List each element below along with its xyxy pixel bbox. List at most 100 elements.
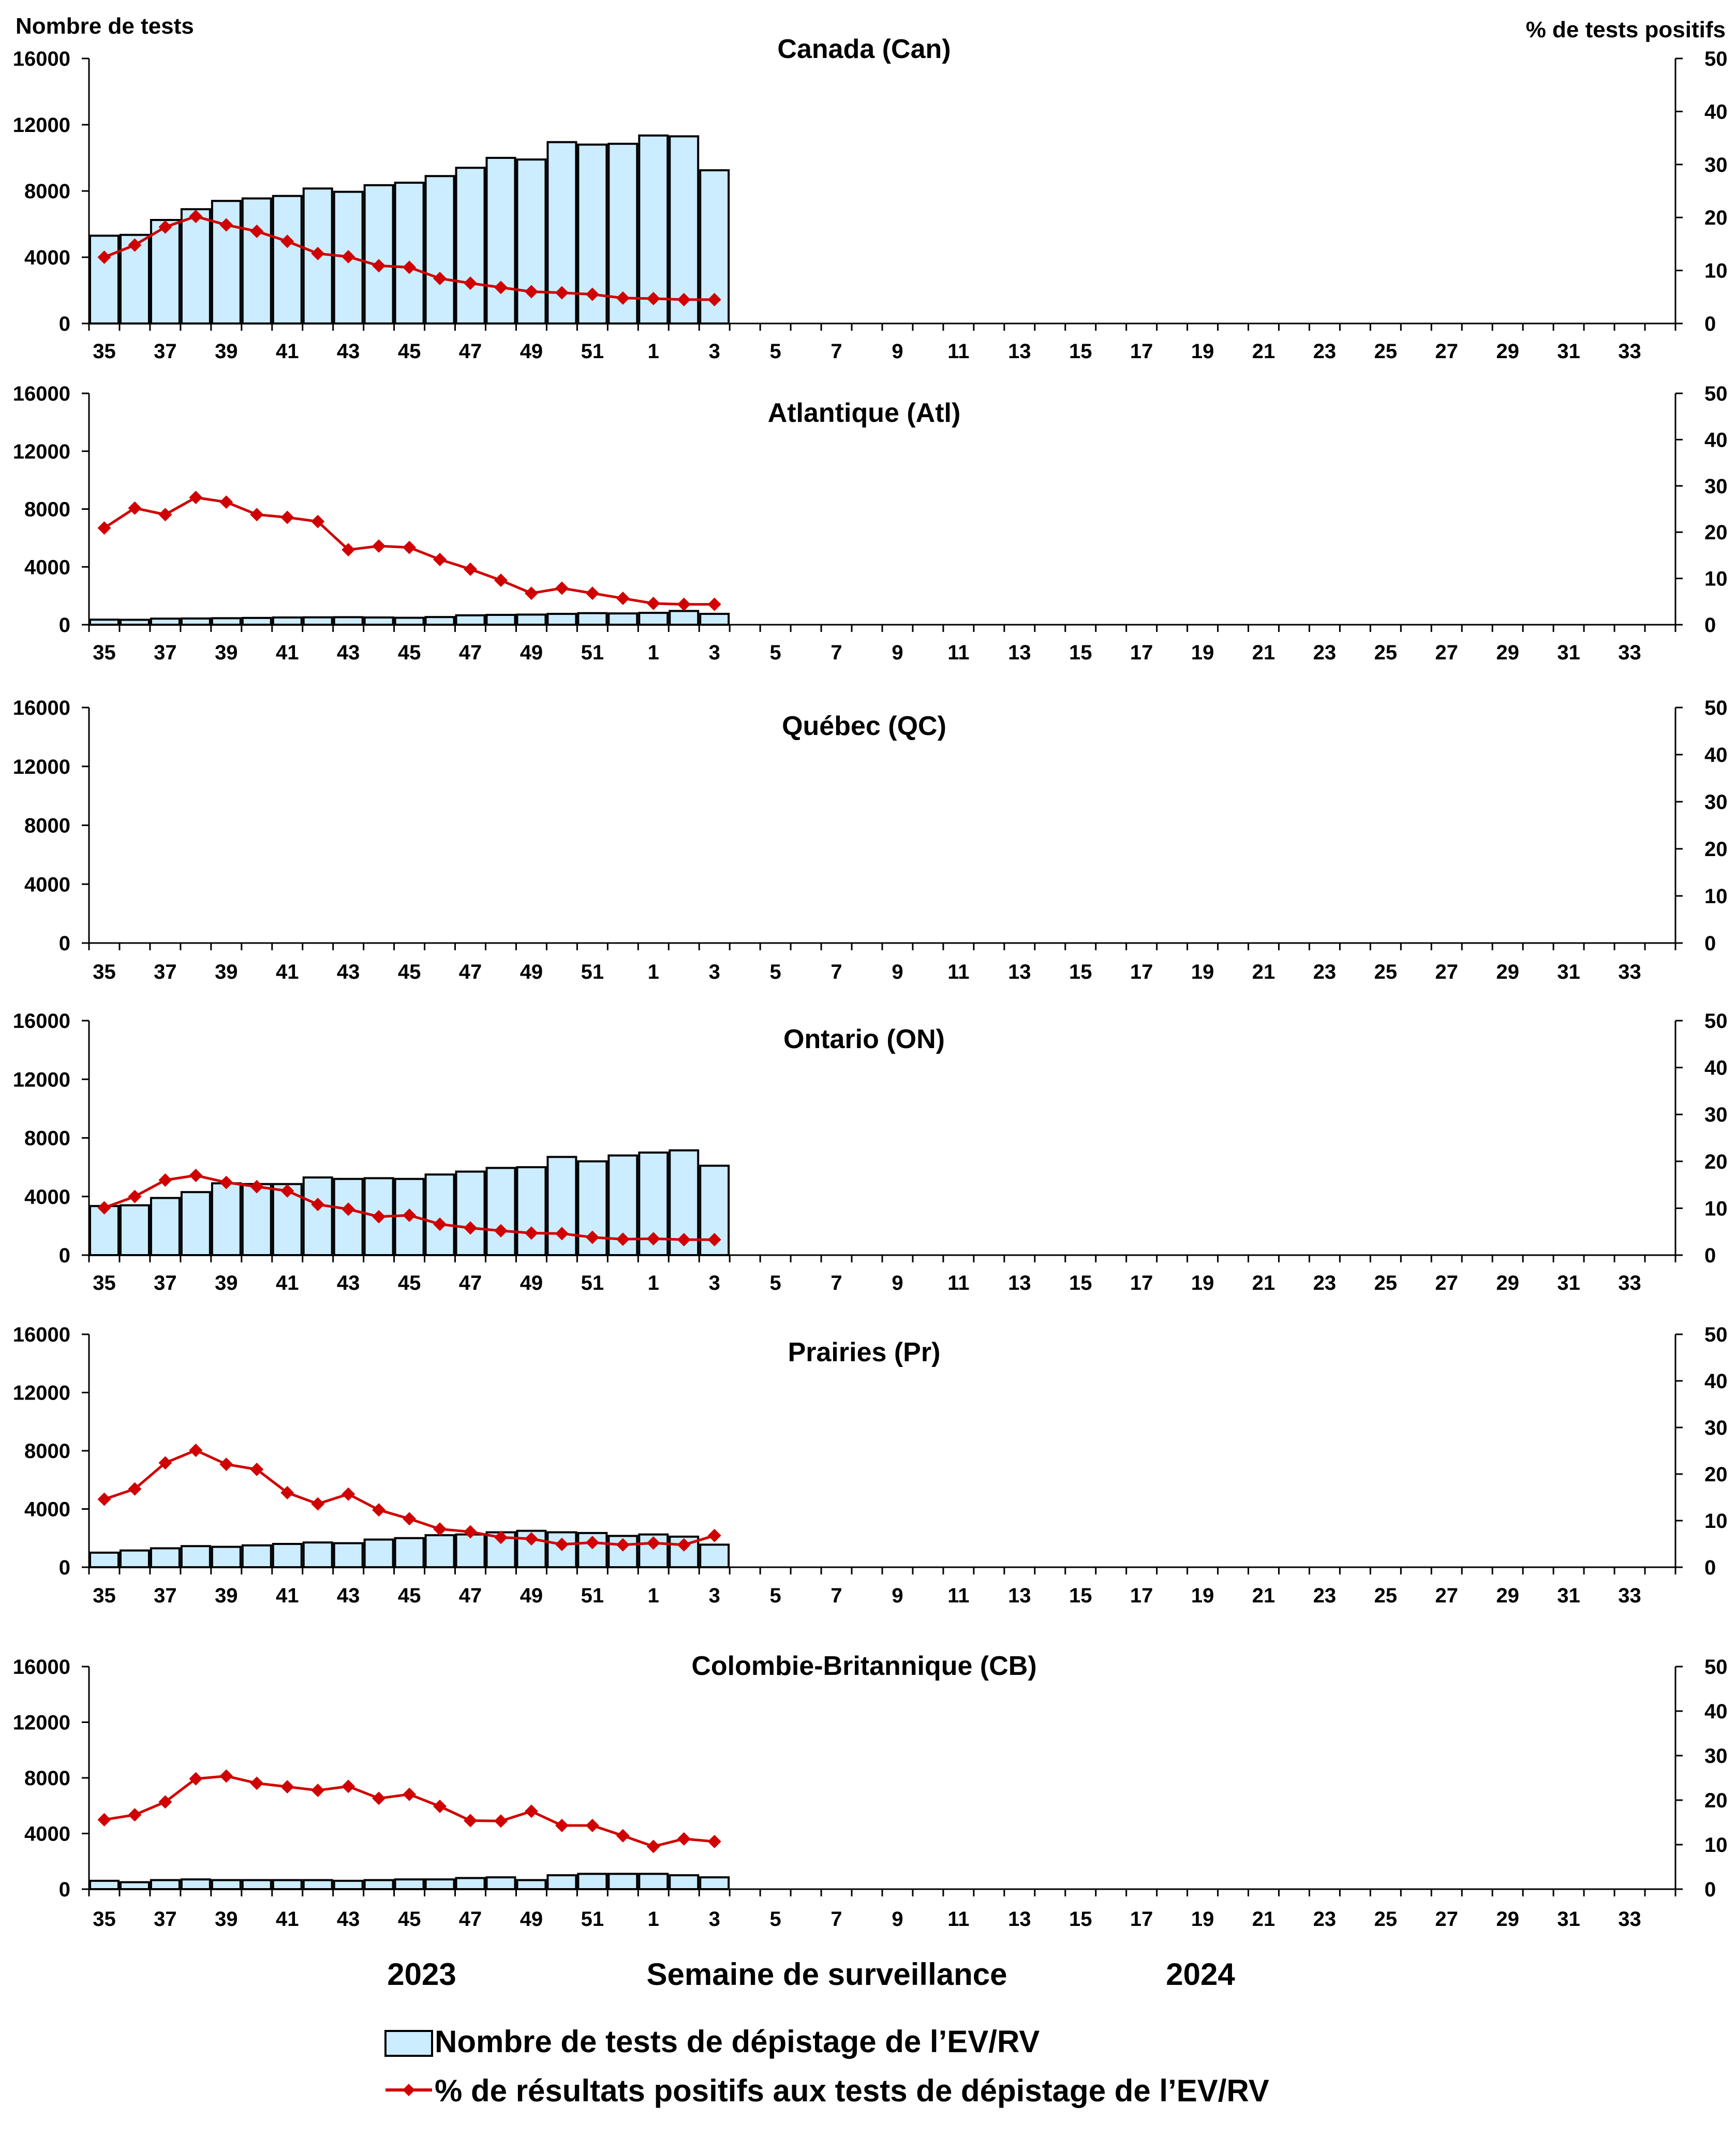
y-left-tick-label: 16000 bbox=[13, 1323, 70, 1346]
x-tick-label: 19 bbox=[1191, 1908, 1214, 1931]
positivity-point bbox=[646, 1232, 660, 1246]
y-right-tick-label: 10 bbox=[1704, 1510, 1728, 1533]
positivity-point bbox=[342, 543, 355, 557]
bar bbox=[333, 1542, 364, 1568]
bar bbox=[363, 1879, 394, 1890]
positivity-point bbox=[280, 510, 294, 524]
positivity-point bbox=[219, 495, 233, 509]
x-tick-label: 33 bbox=[1618, 1272, 1641, 1294]
positivity-point bbox=[372, 259, 386, 273]
bar bbox=[669, 610, 700, 626]
bar bbox=[516, 613, 547, 626]
x-axis-title: Semaine de surveillance bbox=[646, 1957, 1007, 1992]
bar bbox=[211, 617, 242, 626]
x-tick-label: 7 bbox=[830, 340, 842, 363]
x-tick-label: 41 bbox=[276, 340, 299, 363]
bar bbox=[211, 1182, 242, 1257]
x-tick-label: 23 bbox=[1313, 1272, 1337, 1294]
legend-bar-label: Nombre de tests de dépistage de l’EV/RV bbox=[435, 2024, 1040, 2059]
positivity-line bbox=[103, 1449, 715, 1547]
positivity-point bbox=[524, 1226, 538, 1240]
x-tick-label: 15 bbox=[1069, 1584, 1092, 1607]
x-tick-label: 35 bbox=[93, 340, 116, 363]
positivity-point bbox=[494, 573, 508, 587]
x-tick-label: 51 bbox=[581, 1584, 604, 1607]
positivity-point bbox=[403, 260, 417, 274]
positivity-point bbox=[616, 1232, 630, 1246]
bar bbox=[455, 167, 486, 325]
y-right-tick-label: 0 bbox=[1704, 1244, 1716, 1267]
panel-title: Canada (Can) bbox=[777, 34, 951, 64]
x-tick-label: 37 bbox=[154, 1272, 177, 1294]
bar bbox=[485, 1167, 516, 1256]
bar bbox=[119, 1549, 150, 1568]
x-tick-label: 31 bbox=[1557, 340, 1580, 363]
bar bbox=[546, 613, 577, 626]
bar bbox=[485, 157, 516, 325]
y-left-tick-label: 16000 bbox=[13, 48, 70, 70]
x-tick-label: 33 bbox=[1618, 961, 1641, 983]
bar bbox=[333, 616, 364, 626]
y-left-tick-label: 8000 bbox=[24, 1127, 70, 1150]
x-tick-label: 5 bbox=[770, 1908, 781, 1931]
positivity-point bbox=[707, 1233, 721, 1247]
bar bbox=[89, 1551, 120, 1568]
bar bbox=[516, 1879, 547, 1890]
bar bbox=[272, 1879, 303, 1890]
x-tick-label: 47 bbox=[459, 1272, 482, 1294]
positivity-point bbox=[464, 1221, 478, 1235]
positivity-point bbox=[342, 249, 355, 263]
positivity-point bbox=[585, 586, 599, 600]
year-2024-label: 2024 bbox=[1166, 1957, 1235, 1992]
x-tick-label: 23 bbox=[1313, 961, 1337, 983]
x-tick-label: 27 bbox=[1435, 641, 1459, 664]
positivity-point bbox=[250, 224, 264, 238]
bar bbox=[424, 1173, 455, 1256]
x-tick-label: 41 bbox=[276, 1584, 299, 1607]
x-tick-label: 25 bbox=[1374, 340, 1398, 363]
positivity-point bbox=[372, 1503, 386, 1517]
x-tick-label: 43 bbox=[337, 1908, 360, 1931]
positivity-point bbox=[128, 1189, 142, 1203]
y-left-tick-label: 4000 bbox=[24, 1823, 70, 1846]
y-right-tick-label: 10 bbox=[1704, 1197, 1728, 1220]
x-tick-label: 7 bbox=[830, 1908, 842, 1931]
positivity-point bbox=[464, 1525, 478, 1539]
bar bbox=[546, 1874, 577, 1890]
y-right-tick-label: 30 bbox=[1704, 475, 1728, 498]
x-tick-label: 37 bbox=[154, 1908, 177, 1931]
x-tick-label: 27 bbox=[1435, 961, 1459, 983]
bar bbox=[485, 1876, 516, 1890]
y-right-tick-label: 40 bbox=[1704, 744, 1728, 767]
y-right-tick-label: 30 bbox=[1704, 1103, 1728, 1126]
bar bbox=[333, 1879, 364, 1890]
panel-title: Atlantique (Atl) bbox=[768, 398, 961, 428]
bar bbox=[302, 1879, 333, 1890]
bar bbox=[516, 1166, 547, 1256]
positivity-point bbox=[646, 291, 660, 305]
positivity-point bbox=[464, 1814, 478, 1828]
x-tick-label: 39 bbox=[215, 641, 238, 664]
legend-line-label: % de résultats positifs aux tests de dép… bbox=[435, 2073, 1269, 2108]
y-right-tick-label: 30 bbox=[1704, 1417, 1728, 1439]
bar bbox=[577, 612, 608, 626]
x-tick-label: 25 bbox=[1374, 1908, 1398, 1931]
y-left-tick-label: 12000 bbox=[13, 1712, 70, 1734]
bar bbox=[699, 1543, 730, 1568]
bar bbox=[272, 616, 303, 626]
x-tick-label: 5 bbox=[770, 1584, 781, 1607]
x-tick-label: 49 bbox=[520, 1584, 543, 1607]
x-tick-label: 35 bbox=[93, 1584, 116, 1607]
x-tick-label: 1 bbox=[648, 1272, 659, 1294]
x-tick-label: 43 bbox=[337, 1272, 360, 1294]
positivity-point bbox=[250, 508, 264, 522]
positivity-point bbox=[524, 586, 538, 600]
bar bbox=[394, 616, 425, 626]
positivity-point bbox=[189, 491, 203, 505]
positivity-point bbox=[616, 291, 630, 305]
x-tick-label: 23 bbox=[1313, 1908, 1337, 1931]
x-tick-label: 7 bbox=[830, 1272, 842, 1294]
y-left-tick-label: 8000 bbox=[24, 1440, 70, 1463]
y-left-tick-label: 4000 bbox=[24, 556, 70, 579]
positivity-point bbox=[311, 1198, 325, 1212]
